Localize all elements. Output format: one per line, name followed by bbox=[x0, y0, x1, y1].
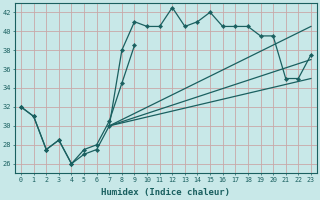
X-axis label: Humidex (Indice chaleur): Humidex (Indice chaleur) bbox=[101, 188, 230, 197]
